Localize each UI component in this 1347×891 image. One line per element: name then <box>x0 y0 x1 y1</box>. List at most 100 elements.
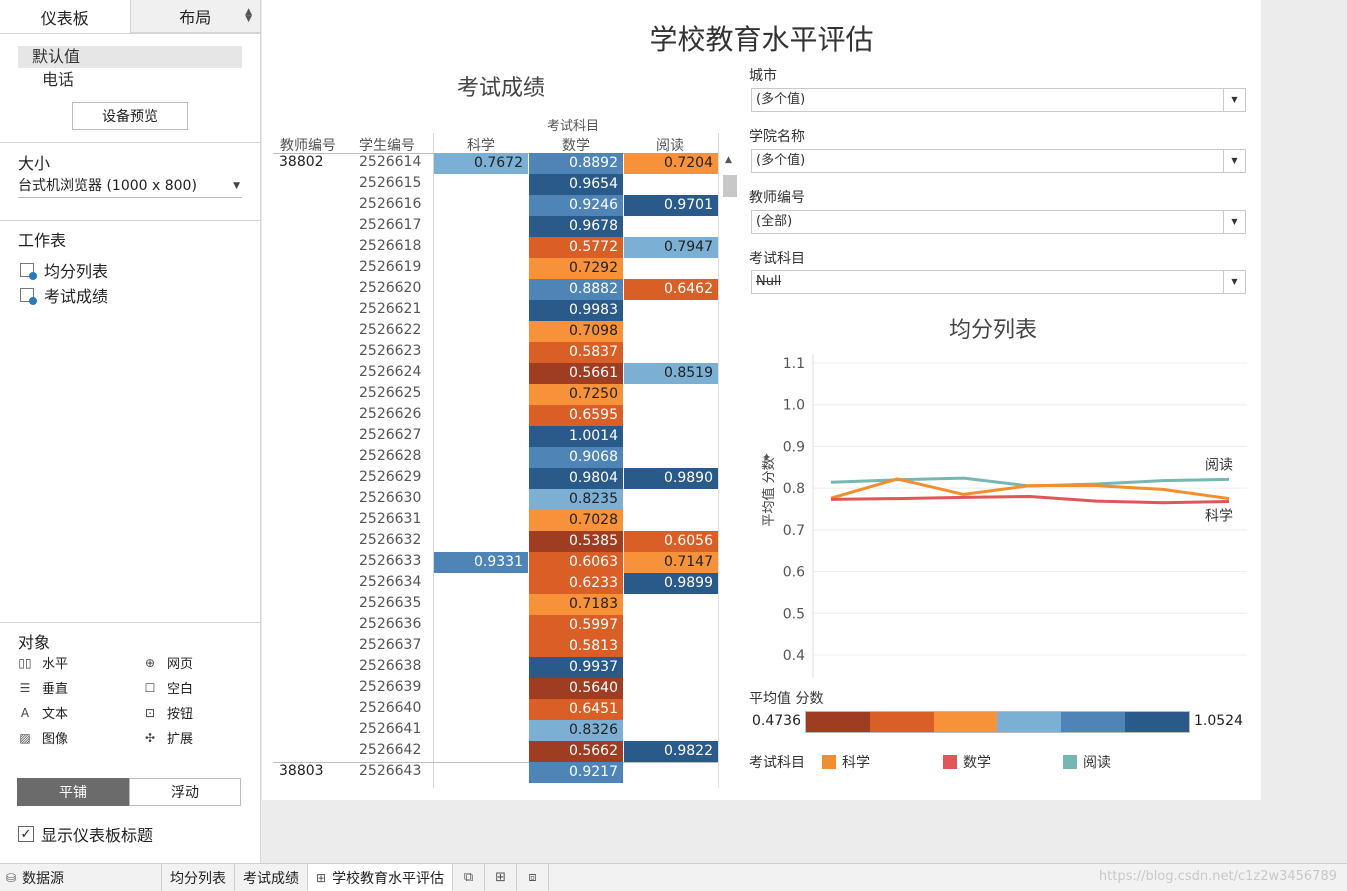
math-score-cell[interactable]: 1.0014 <box>529 426 623 447</box>
scroll-up-icon[interactable]: ▲ <box>725 155 732 165</box>
new-story-icon[interactable]: ⧈ <box>517 863 550 891</box>
math-score-cell[interactable]: 0.5385 <box>529 531 623 552</box>
table-row[interactable]: 2526636 0.5997 <box>273 615 718 636</box>
math-score-cell[interactable]: 0.6595 <box>529 405 623 426</box>
table-row[interactable]: 38802 2526614 0.7672 0.8892 0.7204 <box>273 153 718 174</box>
math-score-cell[interactable]: 0.5997 <box>529 615 623 636</box>
math-column-header[interactable]: 数学 <box>562 138 590 154</box>
object-vertical[interactable]: ☰ 垂直 <box>18 679 143 698</box>
math-score-cell[interactable]: 0.7250 <box>529 384 623 405</box>
table-row[interactable]: 2526617 0.9678 <box>273 216 718 237</box>
reading-score-cell[interactable]: 0.7947 <box>624 237 718 258</box>
show-title-checkbox-row[interactable]: ✓ 显示仪表板标题 <box>18 822 153 846</box>
object-extension[interactable]: ✣ 扩展 <box>143 729 238 748</box>
new-worksheet-icon[interactable]: ⧉ <box>453 863 486 891</box>
table-row[interactable]: 2526615 0.9654 <box>273 174 718 195</box>
table-row[interactable]: 2526633 0.9331 0.6063 0.7147 <box>273 552 718 573</box>
table-row[interactable]: 2526638 0.9937 <box>273 657 718 678</box>
math-score-cell[interactable]: 0.9654 <box>529 174 623 195</box>
math-score-cell[interactable]: 0.7292 <box>529 258 623 279</box>
table-scrollbar[interactable]: ▲ <box>718 153 740 788</box>
caret-down-icon[interactable]: ▼ <box>1223 89 1245 111</box>
reading-column-header[interactable]: 阅读 <box>656 138 684 154</box>
tab-dashboard[interactable]: 仪表板 <box>0 0 130 33</box>
legend-item-reading[interactable]: 阅读 <box>1063 752 1111 772</box>
table-row[interactable]: 2526637 0.5813 <box>273 636 718 657</box>
reading-score-cell[interactable]: 0.8519 <box>624 363 718 384</box>
table-row[interactable]: 2526642 0.5662 0.9822 <box>273 741 718 762</box>
table-row[interactable]: 2526621 0.9983 <box>273 300 718 321</box>
table-row[interactable]: 2526626 0.6595 <box>273 405 718 426</box>
math-score-cell[interactable]: 0.8235 <box>529 489 623 510</box>
table-row[interactable]: 2526634 0.6233 0.9899 <box>273 573 718 594</box>
device-preview-button[interactable]: 设备预览 <box>72 102 188 130</box>
object-text[interactable]: A 文本 <box>18 704 143 723</box>
math-score-cell[interactable]: 0.9937 <box>529 657 623 678</box>
tiled-button[interactable]: 平铺 <box>17 778 129 806</box>
science-score-cell[interactable]: 0.9331 <box>434 552 528 573</box>
table-row[interactable]: 2526635 0.7183 <box>273 594 718 615</box>
object-blank[interactable]: ☐ 空白 <box>143 679 238 698</box>
math-score-cell[interactable]: 0.7183 <box>529 594 623 615</box>
table-row[interactable]: 2526624 0.5661 0.8519 <box>273 363 718 384</box>
math-score-cell[interactable]: 0.9068 <box>529 447 623 468</box>
math-score-cell[interactable]: 0.5661 <box>529 363 623 384</box>
reading-score-cell[interactable]: 0.9899 <box>624 573 718 594</box>
object-image[interactable]: ▨ 图像 <box>18 729 143 748</box>
table-row[interactable]: 2526619 0.7292 <box>273 258 718 279</box>
tab-sheet-avg-list[interactable]: 均分列表 <box>162 863 235 891</box>
caret-down-icon[interactable]: ▼ <box>1223 271 1245 293</box>
caret-down-icon[interactable]: ▼ <box>1223 150 1245 172</box>
table-row[interactable]: 2526620 0.8882 0.6462 <box>273 279 718 300</box>
math-score-cell[interactable]: 0.8892 <box>529 153 623 174</box>
floating-button[interactable]: 浮动 <box>129 778 241 806</box>
table-row[interactable]: 2526640 0.6451 <box>273 699 718 720</box>
tab-sheet-exam-scores[interactable]: 考试成绩 <box>235 863 308 891</box>
math-score-cell[interactable]: 0.9983 <box>529 300 623 321</box>
math-score-cell[interactable]: 0.7028 <box>529 510 623 531</box>
filter-teacher-dropdown[interactable]: (全部) ▼ <box>751 210 1246 234</box>
table-row[interactable]: 2526629 0.9804 0.9890 <box>273 468 718 489</box>
math-score-cell[interactable]: 0.6063 <box>529 552 623 573</box>
math-score-cell[interactable]: 0.9246 <box>529 195 623 216</box>
table-row[interactable]: 2526616 0.9246 0.9701 <box>273 195 718 216</box>
math-score-cell[interactable]: 0.8882 <box>529 279 623 300</box>
math-score-cell[interactable]: 0.5640 <box>529 678 623 699</box>
table-row[interactable]: 2526622 0.7098 <box>273 321 718 342</box>
tab-layout[interactable]: 布局 ▲ ▼ <box>129 0 260 33</box>
math-score-cell[interactable]: 0.5662 <box>529 741 623 762</box>
table-row[interactable]: 2526631 0.7028 <box>273 510 718 531</box>
table-row[interactable]: 2526627 1.0014 <box>273 426 718 447</box>
math-score-cell[interactable]: 0.6233 <box>529 573 623 594</box>
table-row[interactable]: 38803 2526643 0.9217 <box>273 762 718 783</box>
reading-score-cell[interactable]: 0.9701 <box>624 195 718 216</box>
math-score-cell[interactable]: 0.9804 <box>529 468 623 489</box>
table-row[interactable]: 2526625 0.7250 <box>273 384 718 405</box>
object-button[interactable]: ⊡ 按钮 <box>143 704 238 723</box>
reading-score-cell[interactable]: 0.6056 <box>624 531 718 552</box>
checkbox-checked-icon[interactable]: ✓ <box>18 826 34 842</box>
device-phone[interactable]: 电话 <box>42 70 75 89</box>
table-row[interactable]: 2526632 0.5385 0.6056 <box>273 531 718 552</box>
tab-datasource[interactable]: ⛁ 数据源 <box>0 863 162 891</box>
science-score-cell[interactable]: 0.7672 <box>434 153 528 174</box>
reading-score-cell[interactable]: 0.9890 <box>624 468 718 489</box>
math-score-cell[interactable]: 0.5813 <box>529 636 623 657</box>
math-score-cell[interactable]: 0.9217 <box>529 762 623 783</box>
math-score-cell[interactable]: 0.6451 <box>529 699 623 720</box>
sheet-item-exam-scores[interactable]: 考试成绩 <box>20 283 108 307</box>
legend-item-math[interactable]: 数学 <box>943 752 991 772</box>
teacher-column-header[interactable]: 教师编号 <box>280 138 336 154</box>
device-default[interactable]: 默认值 <box>18 46 242 68</box>
table-row[interactable]: 2526618 0.5772 0.7947 <box>273 237 718 258</box>
object-horizontal[interactable]: ▯▯ 水平 <box>18 654 143 673</box>
table-row[interactable]: 2526639 0.5640 <box>273 678 718 699</box>
size-dropdown[interactable]: 台式机浏览器 (1000 x 800) ▼ <box>18 176 242 198</box>
sheet-item-avg-list[interactable]: 均分列表 <box>20 258 108 282</box>
reading-score-cell[interactable]: 0.7147 <box>624 552 718 573</box>
reading-score-cell[interactable]: 0.6462 <box>624 279 718 300</box>
science-column-header[interactable]: 科学 <box>467 138 495 154</box>
math-score-cell[interactable]: 0.7098 <box>529 321 623 342</box>
math-score-cell[interactable]: 0.5772 <box>529 237 623 258</box>
